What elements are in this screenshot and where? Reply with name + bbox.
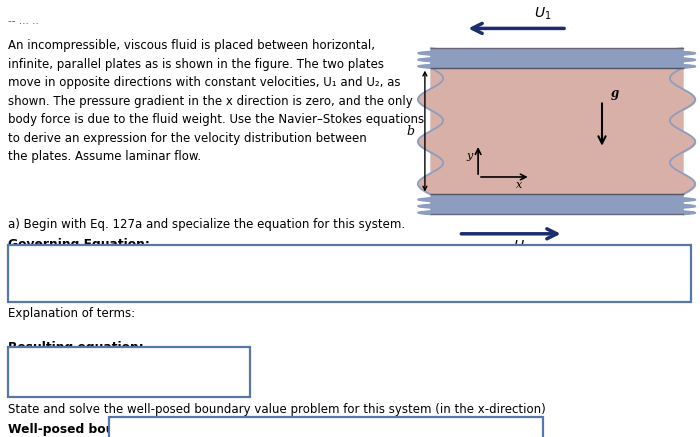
- Text: An incompressible, viscous fluid is placed between horizontal,
infinite, paralle: An incompressible, viscous fluid is plac…: [8, 39, 424, 163]
- Text: -- ... ..: -- ... ..: [8, 16, 39, 26]
- Bar: [8, 245, 691, 302]
- Text: State and solve the well-posed boundary value problem for this system (in the x-: State and solve the well-posed boundary …: [8, 403, 546, 416]
- Bar: [430, 194, 682, 214]
- Bar: [8, 347, 250, 397]
- Text: $U_2$: $U_2$: [513, 239, 530, 255]
- Text: Governing Equation:: Governing Equation:: [8, 238, 150, 251]
- Text: a) Begin with Eq. 127a and specialize the equation for this system.: a) Begin with Eq. 127a and specialize th…: [8, 218, 405, 231]
- Bar: [108, 417, 542, 437]
- Text: g: g: [610, 87, 619, 100]
- Bar: [430, 48, 682, 68]
- Text: b: b: [407, 125, 415, 138]
- Text: Explanation of terms:: Explanation of terms:: [8, 307, 136, 320]
- Text: Well-posed boundary value problem:: Well-posed boundary value problem:: [8, 423, 263, 436]
- Text: x: x: [516, 180, 522, 190]
- Text: Resulting equation:: Resulting equation:: [8, 341, 144, 354]
- Bar: [430, 68, 682, 194]
- Text: $U_1$: $U_1$: [534, 6, 551, 22]
- Text: y: y: [466, 151, 473, 161]
